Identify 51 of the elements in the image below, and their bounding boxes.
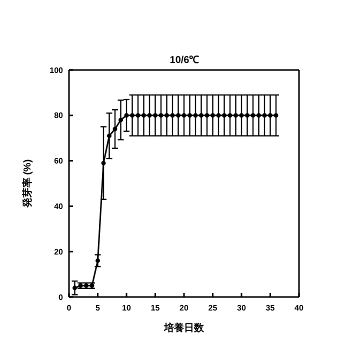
x-axis-title: 培養日数 xyxy=(163,322,205,334)
point xyxy=(112,126,118,132)
point xyxy=(234,113,238,118)
point xyxy=(199,113,204,118)
point xyxy=(118,118,123,122)
point xyxy=(96,258,100,263)
point xyxy=(204,113,210,118)
x-tick-label: 20 xyxy=(180,304,189,313)
point xyxy=(250,113,256,118)
point xyxy=(142,113,146,118)
point xyxy=(210,113,215,118)
y-axis-title: 発芽率 (%) xyxy=(22,159,34,209)
point xyxy=(188,113,192,118)
point xyxy=(130,113,134,118)
y-tick-label: 100 xyxy=(50,66,64,75)
y-tick-label: 0 xyxy=(58,292,64,302)
point xyxy=(136,113,140,118)
point xyxy=(216,113,221,118)
point xyxy=(245,113,250,118)
point xyxy=(222,113,226,118)
y-tick-label: 80 xyxy=(54,111,64,120)
point xyxy=(153,113,158,118)
x-tick-label: 10 xyxy=(122,304,132,313)
point xyxy=(158,113,164,118)
y-tick-label: 60 xyxy=(54,156,64,166)
x-tick-label: 40 xyxy=(294,304,304,313)
point xyxy=(256,113,261,118)
x-tick-label: 15 xyxy=(150,304,160,313)
chart-title: 10/6℃ xyxy=(168,54,200,66)
x-tick-label: 30 xyxy=(237,304,246,313)
point xyxy=(164,113,169,118)
point xyxy=(274,113,278,118)
point xyxy=(147,113,152,118)
point xyxy=(72,286,77,290)
point xyxy=(170,113,175,118)
point xyxy=(101,160,106,166)
point xyxy=(239,113,244,118)
y-tick-label: 40 xyxy=(54,202,64,212)
point xyxy=(228,113,232,118)
x-tick-label: 5 xyxy=(96,304,101,313)
point xyxy=(262,113,267,118)
x-tick-label: 25 xyxy=(208,304,218,313)
point xyxy=(176,113,180,118)
point xyxy=(182,113,186,118)
point xyxy=(268,113,272,118)
x-tick-label: 0 xyxy=(66,304,72,313)
point xyxy=(107,134,112,138)
point xyxy=(193,113,198,118)
point xyxy=(124,113,129,118)
y-tick-label: 20 xyxy=(54,247,64,256)
x-tick-label: 35 xyxy=(266,304,276,313)
